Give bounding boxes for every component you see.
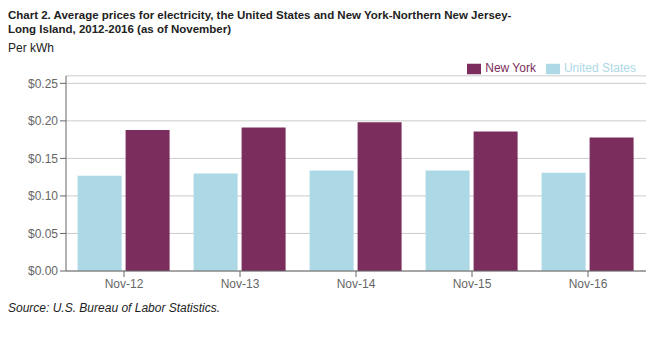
svg-text:Nov-14: Nov-14 [337, 276, 376, 290]
svg-text:Nov-12: Nov-12 [105, 276, 144, 290]
svg-text:Nov-15: Nov-15 [453, 276, 492, 290]
svg-text:$0.10: $0.10 [28, 189, 58, 203]
html-text:Long Island, 2012-2016 (as of: Long Island, 2012-2016 (as of November) [8, 23, 231, 36]
html-text:United States: United States [564, 60, 636, 75]
html-text:Source: U.S. Bureau of Labor S: Source: U.S. Bureau of Labor Statistics. [8, 300, 221, 315]
svg-text:$0.05: $0.05 [28, 226, 58, 240]
svg-text:$0.25: $0.25 [28, 76, 58, 90]
html-text:Chart 2. Average prices for el: Chart 2. Average prices for electricity,… [8, 9, 512, 21]
svg-text:Nov-13: Nov-13 [221, 276, 260, 290]
svg-text:$0.20: $0.20 [28, 114, 58, 128]
svg-text:$0.00: $0.00 [28, 264, 58, 278]
svg-text:Nov-16: Nov-16 [569, 276, 608, 290]
svg-text:$0.15: $0.15 [28, 151, 58, 165]
html-text:New York: New York [485, 60, 536, 75]
html-text:Per kWh: Per kWh [8, 40, 54, 55]
